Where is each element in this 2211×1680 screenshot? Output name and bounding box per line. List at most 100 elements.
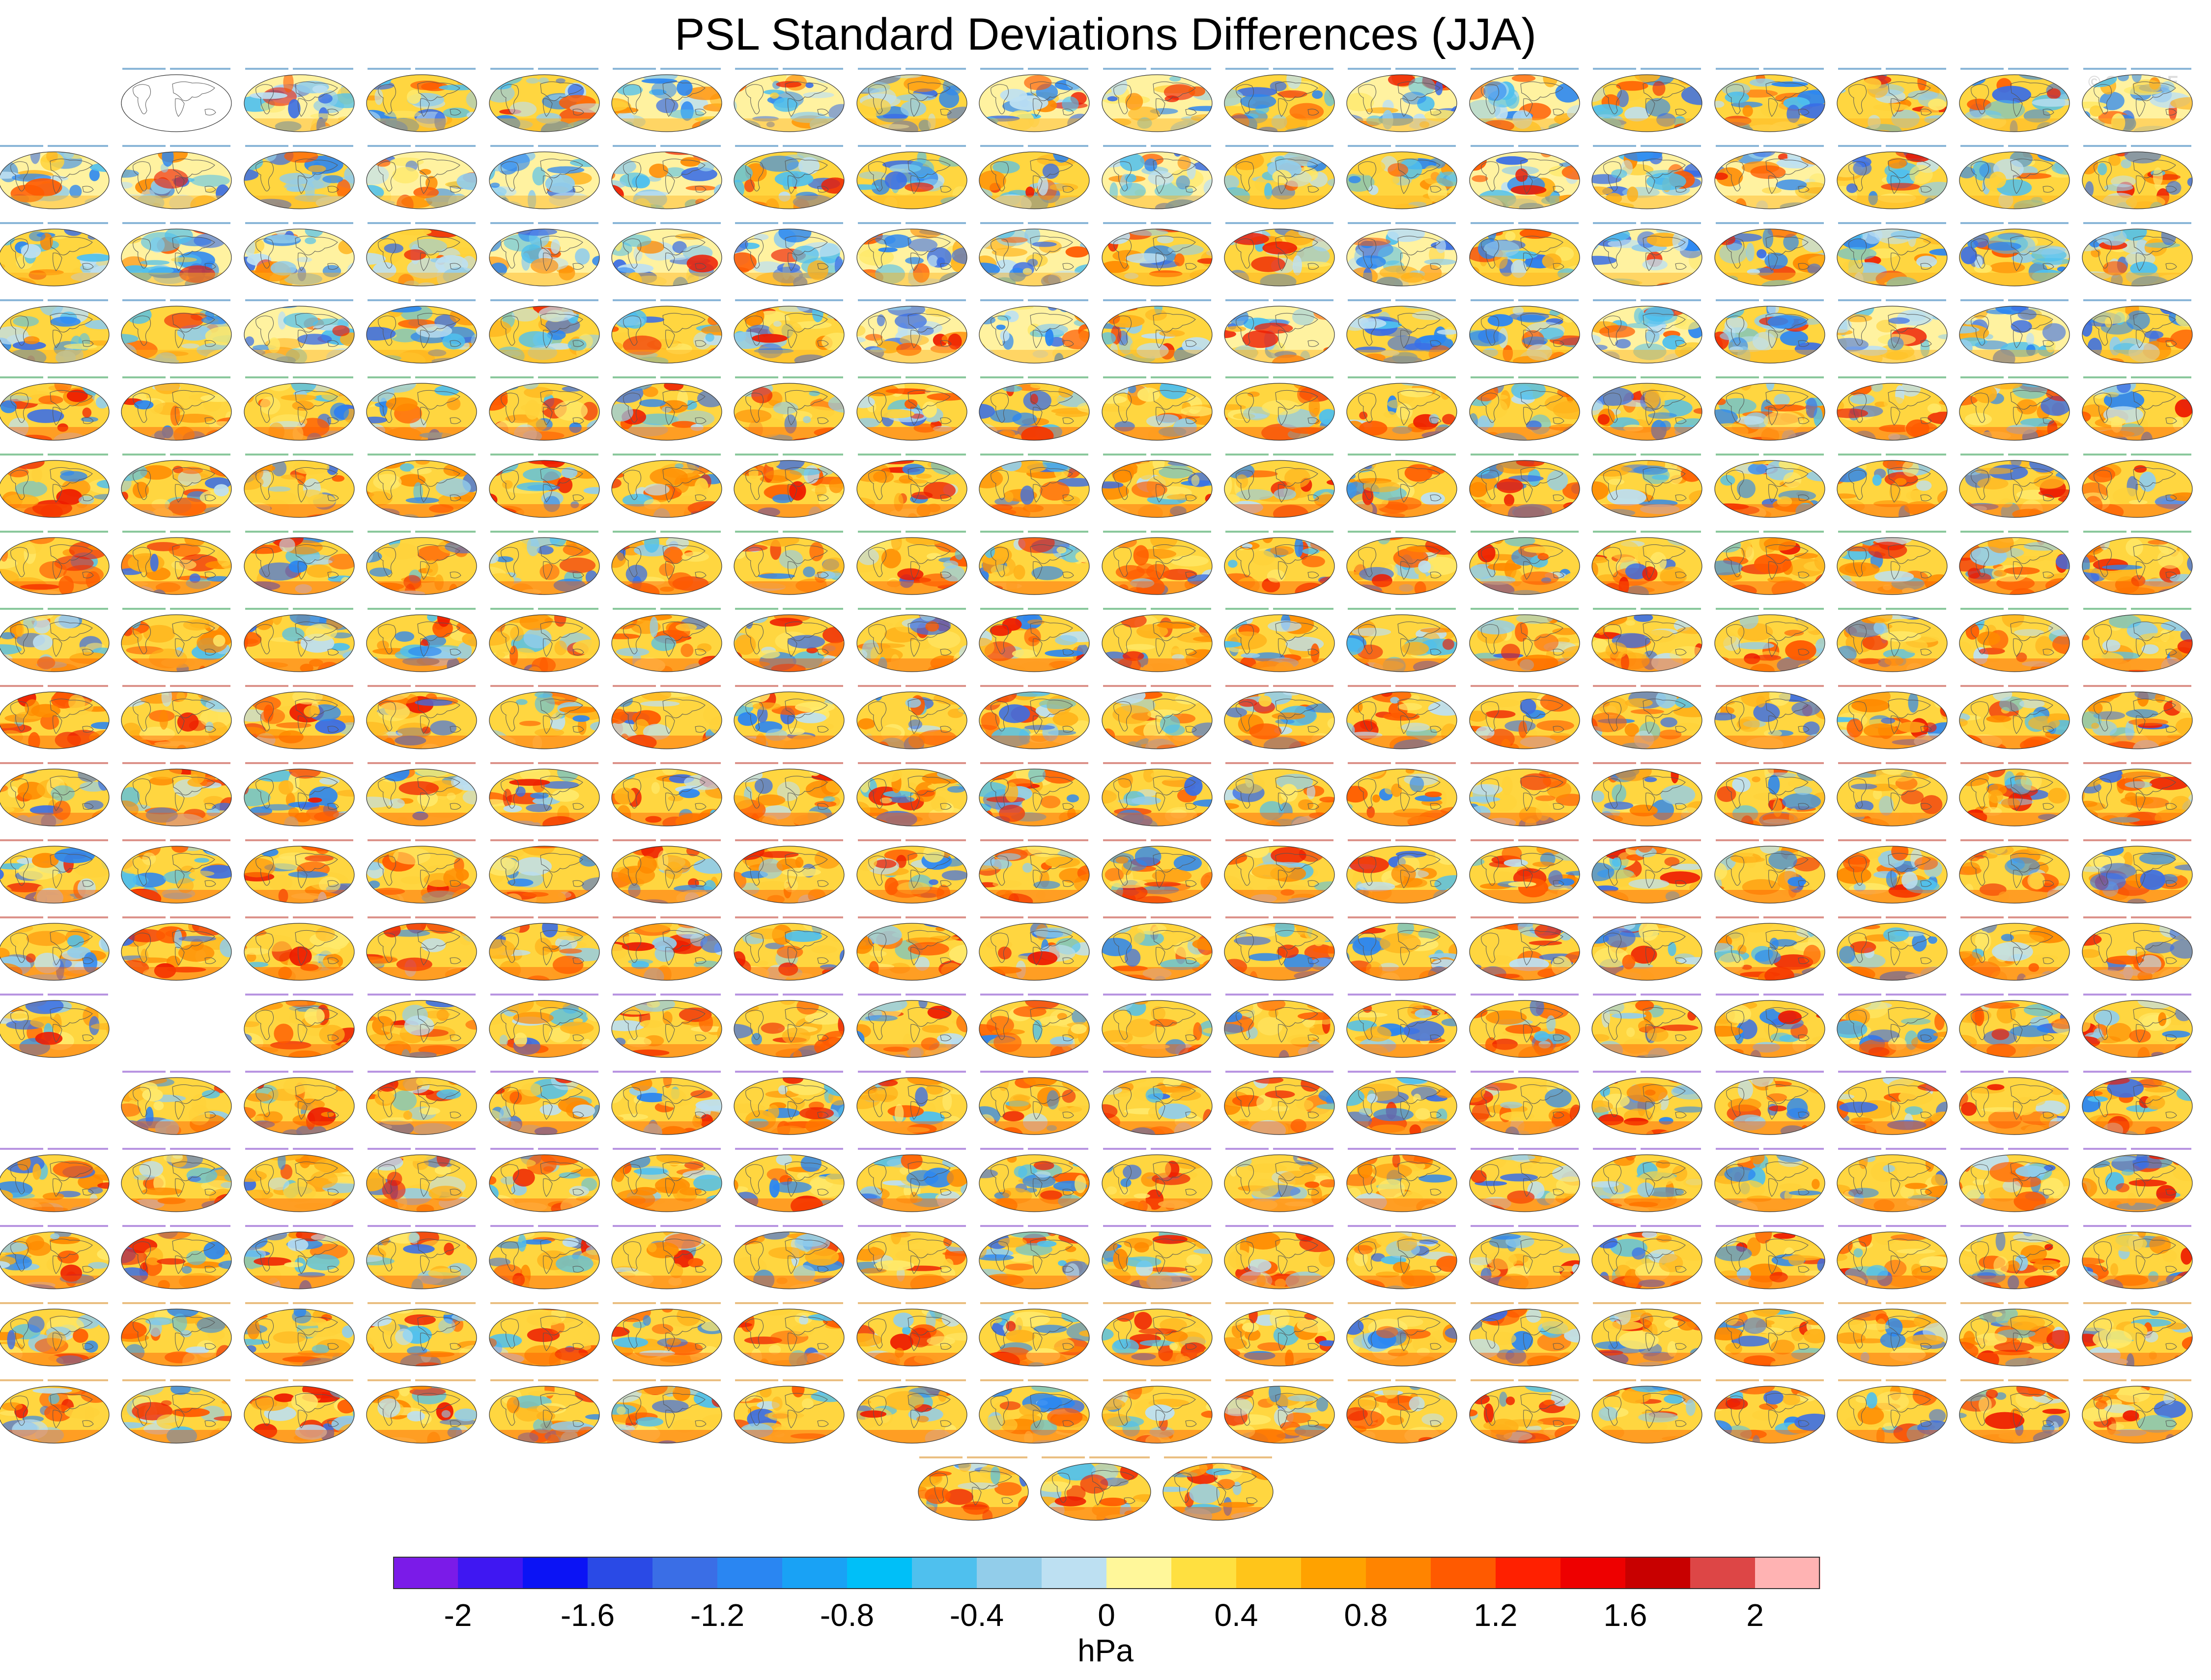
panel-caption-bar [245,222,353,224]
panel-caption-bar [490,1071,598,1073]
map-panel [0,298,112,368]
map-panel [2079,1378,2195,1448]
map-panel [241,1146,357,1216]
map-panel [1834,66,1950,136]
panel-caption-bar [490,685,598,687]
panel-caption-bar [1103,68,1211,70]
panel-caption-bar [0,299,108,301]
map-globe [0,923,110,981]
map-panel [1099,143,1215,213]
map-panel [976,683,1092,753]
panel-caption-bar [1715,685,1824,687]
map-globe [1837,923,1948,981]
map-globe [1346,1309,1457,1367]
map-panel [609,1069,725,1139]
map-panel [731,298,847,368]
map-globe [1959,74,2070,132]
map-panel [0,683,112,753]
map-panel [609,1378,725,1448]
panel-caption-bar [1593,299,1701,301]
panel-caption-bar [490,916,598,918]
map-panel [118,1301,234,1370]
map-panel [364,66,480,136]
map-globe [1959,1000,2070,1058]
map-panel [1834,452,1950,522]
map-globe [121,1309,232,1367]
map-panel [486,143,602,213]
panel-caption-bar [1838,1225,1946,1227]
panel-caption-bar [122,1379,231,1381]
panel-caption-bar [1960,222,2069,224]
panel-caption-bar [857,222,966,224]
map-panel [854,375,970,445]
panel-caption-bar [122,222,231,224]
panel-caption-bar [1225,762,1333,764]
map-globe [2082,1154,2193,1212]
panel-caption-bar [1960,299,2069,301]
map-globe [856,1077,967,1135]
map-panel [854,143,970,213]
map-panel [609,375,725,445]
map-panel [2079,529,2195,599]
map-globe [734,383,845,441]
panel-caption-bar [122,685,231,687]
panel-caption-bar [735,916,844,918]
map-globe [366,306,477,364]
panel-caption-bar [857,531,966,533]
map-panel [976,529,1092,599]
map-panel [1221,452,1337,522]
map-panel [1712,915,1828,985]
map-panel [118,1224,234,1293]
map-globe [734,306,845,364]
map-globe [1346,151,1457,209]
panel-caption-bar [0,1225,108,1227]
panel-caption-bar [1470,1225,1579,1227]
map-globe [0,846,110,904]
panel-caption-bar [1593,1071,1701,1073]
panel-caption-bar [1593,685,1701,687]
map-globe [856,691,967,749]
map-globe [1837,74,1948,132]
panel-caption-bar [0,994,108,996]
map-panel [731,452,847,522]
map-panel [1344,1069,1460,1139]
map-globe [1591,1309,1702,1367]
panel-caption-bar [1593,1302,1701,1304]
panel-caption-bar [1960,994,2069,996]
map-globe [0,537,110,595]
map-panel [486,915,602,985]
map-panel [241,683,357,753]
map-panel [2079,375,2195,445]
map-globe [244,383,355,441]
map-panel [1712,1378,1828,1448]
map-globe [366,383,477,441]
panel-caption-bar [735,531,844,533]
map-panel [364,221,480,290]
map-panel [1099,66,1215,136]
map-globe [121,691,232,749]
map-globe [244,1386,355,1444]
map-panel [1221,66,1337,136]
panel-caption-bar [1593,1379,1701,1381]
panel-caption-bar [1715,916,1824,918]
map-globe [2082,1000,2193,1058]
colorbar-tick-label: 1.2 [1474,1597,1518,1633]
map-globe [856,614,967,672]
panel-caption-bar [1225,376,1333,378]
map-globe [1101,923,1213,981]
panel-caption-bar [2083,994,2191,996]
map-panel [1221,761,1337,830]
map-panel [1956,606,2072,676]
panel-caption-bar [1348,1302,1456,1304]
map-globe [1469,614,1580,672]
map-globe [1224,923,1335,981]
map-globe [979,1154,1090,1212]
panel-caption-bar [1838,1071,1946,1073]
map-globe [121,74,232,132]
colorbar-tick-label: 2 [1746,1597,1764,1633]
map-panel [731,1069,847,1139]
map-globe [244,460,355,518]
panel-caption-bar [1593,1148,1701,1150]
panel-caption-bar [613,1148,721,1150]
map-panel [1221,838,1337,908]
